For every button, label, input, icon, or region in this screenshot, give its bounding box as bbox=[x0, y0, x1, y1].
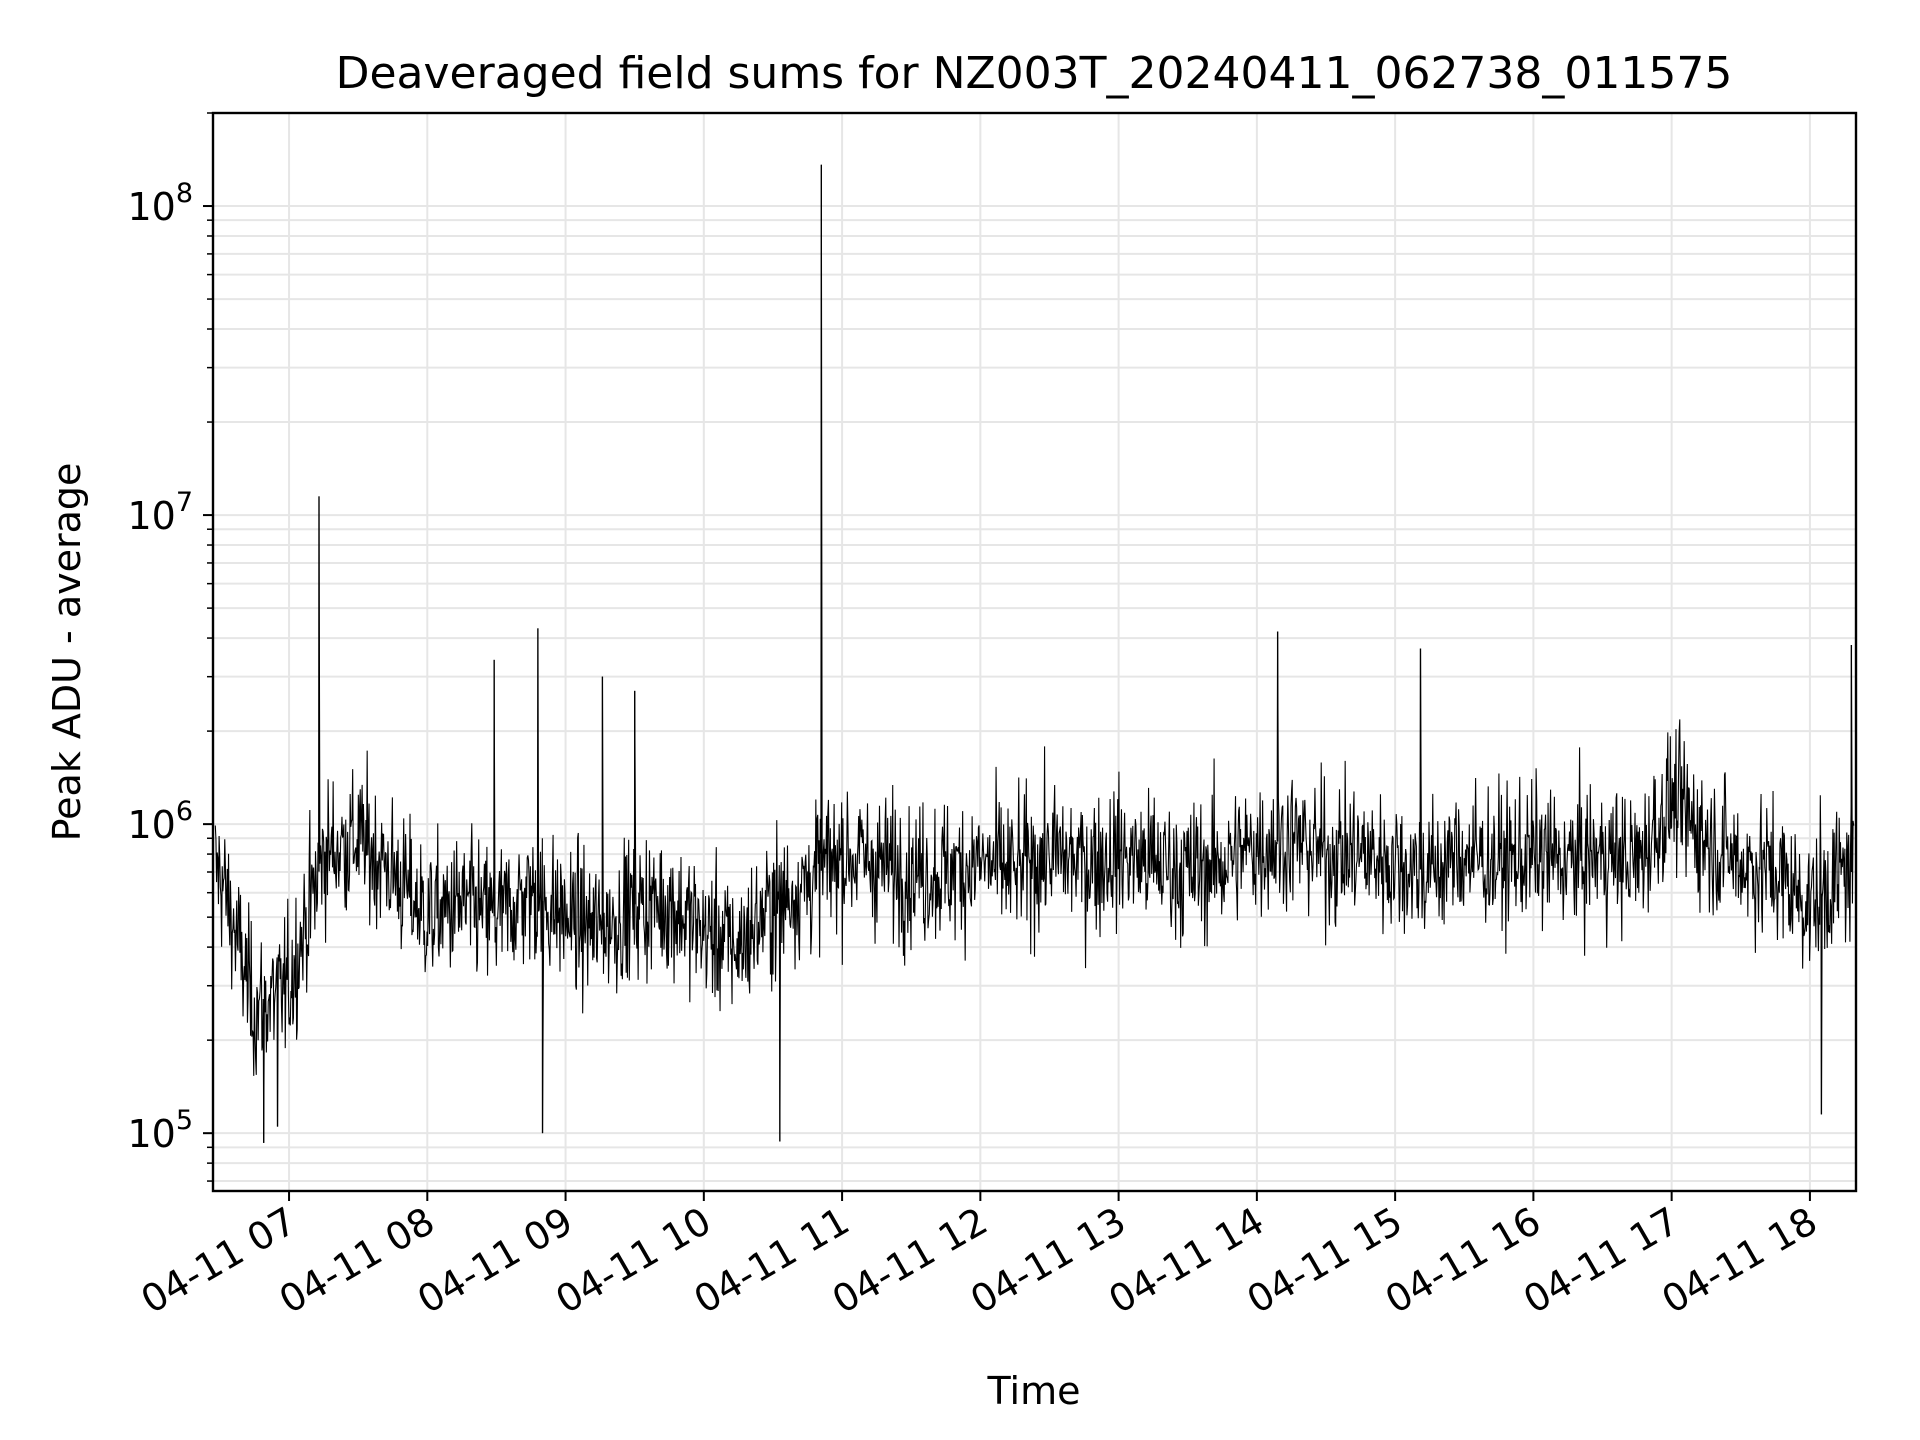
y-axis-ticks: 105 106 107 108 bbox=[127, 112, 213, 1182]
series-layer bbox=[214, 164, 1855, 1143]
series-line bbox=[214, 164, 1855, 1143]
y-tick-label: 108 bbox=[127, 178, 193, 229]
x-axis-label: Time bbox=[987, 1369, 1081, 1413]
plot-frame bbox=[211, 111, 1858, 1193]
y-tick-label: 106 bbox=[127, 796, 193, 847]
y-tick-label: 107 bbox=[127, 487, 193, 538]
chart-title: Deaveraged field sums for NZ003T_2024041… bbox=[336, 48, 1733, 99]
y-axis-label: Peak ADU - average bbox=[45, 463, 89, 842]
y-tick-label: 105 bbox=[127, 1105, 193, 1156]
